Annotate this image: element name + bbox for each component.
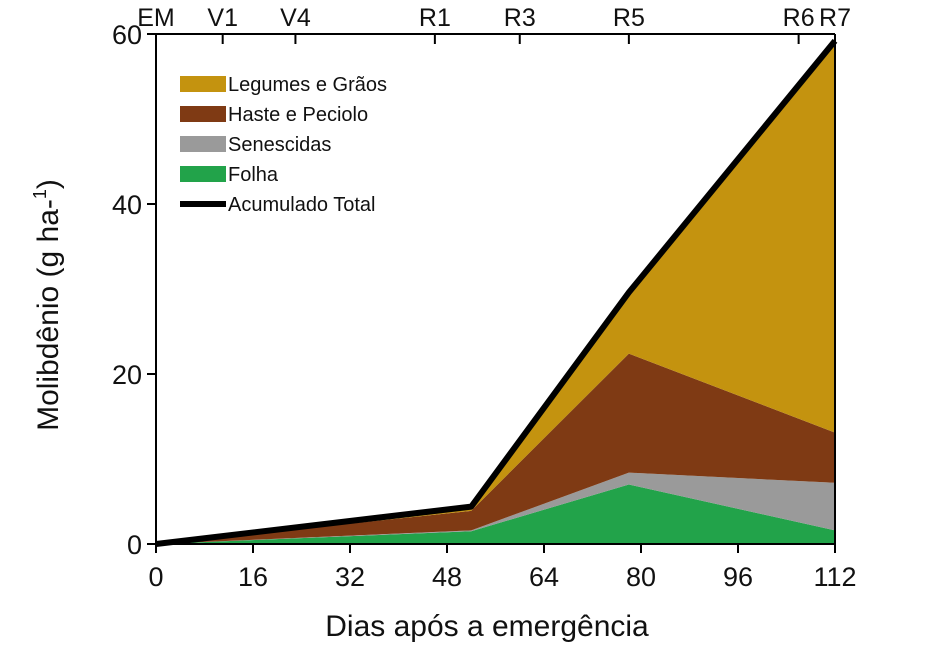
- line-acumulado-total: [155, 38, 838, 547]
- area-senescidas: [156, 472, 835, 544]
- total-line-group: [155, 38, 838, 547]
- legend-swatch-senescidas: [180, 136, 226, 152]
- x-tick-label: 96: [723, 562, 753, 592]
- x-tick-label: 0: [148, 562, 163, 592]
- stacked-areas: [156, 40, 835, 545]
- x-tick-label: 112: [813, 562, 856, 592]
- legend-swatch-haste-e-peciolo: [180, 106, 226, 122]
- legend-label-acumulado-total: Acumulado Total: [228, 194, 376, 216]
- legend-label-folha: Folha: [228, 164, 279, 186]
- legend-swatch-acumulado-total: [180, 201, 226, 207]
- stage-label-v4: V4: [280, 4, 311, 32]
- stage-label-r3: R3: [504, 4, 536, 32]
- x-tick-label: 80: [626, 562, 656, 592]
- area-folha: [156, 484, 835, 544]
- legend-swatch-folha: [180, 166, 226, 182]
- y-axis-title: Molibdênio (g ha-1): [30, 179, 65, 431]
- y-tick-label: 40: [112, 190, 142, 220]
- area-legumes-e-graos: [156, 40, 835, 545]
- legend: Legumes e Grãos Haste e Peciolo Senescidas…: [180, 74, 387, 216]
- legend-label-senescidas: Senescidas: [228, 134, 331, 156]
- y-tick-label: 20: [112, 360, 142, 390]
- stage-label-v1: V1: [207, 4, 238, 32]
- legend-swatch-legumes-e-graos: [180, 76, 226, 92]
- y-tick-label: 0: [127, 530, 142, 560]
- stage-label-r7: R7: [819, 4, 851, 32]
- x-tick-label: 48: [432, 562, 462, 592]
- x-tick-label: 32: [335, 562, 365, 592]
- area-haste-e-peciolo: [156, 353, 835, 544]
- y-tick-label: 60: [112, 20, 142, 50]
- x-tick-label: 64: [529, 562, 559, 592]
- legend-label-legumes-e-graos: Legumes e Grãos: [228, 74, 387, 96]
- stage-label-r5: R5: [613, 4, 645, 32]
- x-tick-label: 16: [238, 562, 268, 592]
- legend-label-haste-e-peciolo: Haste e Peciolo: [228, 104, 368, 126]
- x-axis-title: Dias após a emergência: [325, 610, 649, 643]
- stage-label-r1: R1: [419, 4, 451, 32]
- stage-label-em: EM: [137, 4, 175, 32]
- stage-label-r6: R6: [783, 4, 815, 32]
